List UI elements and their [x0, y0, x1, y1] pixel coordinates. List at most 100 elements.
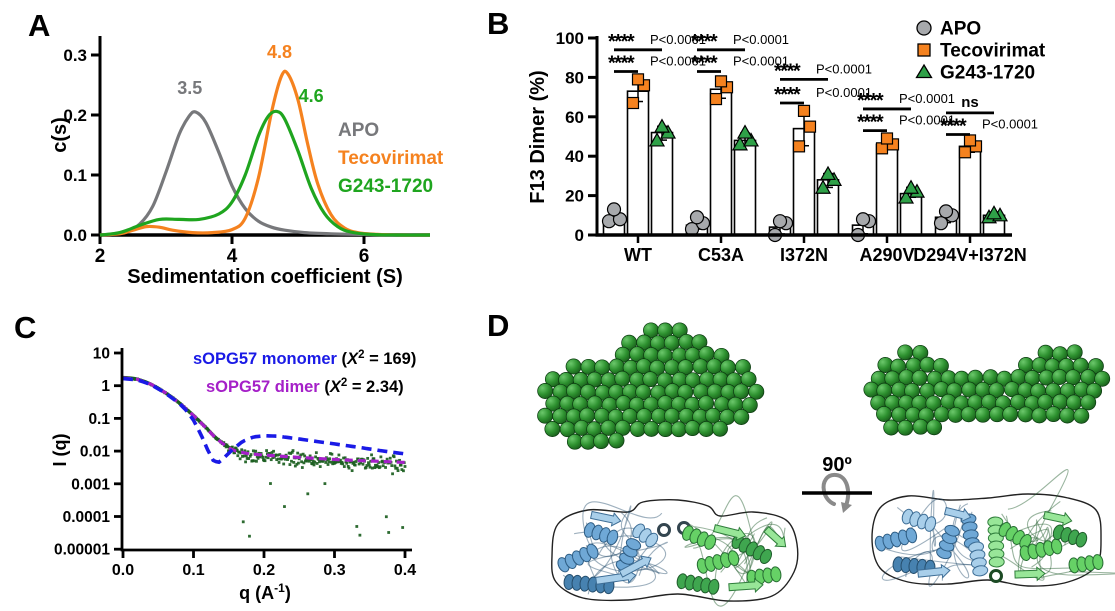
- scatter-point: [277, 461, 281, 464]
- scatter-point: [361, 462, 365, 466]
- beta-strand-arrow: [728, 577, 764, 593]
- helix-coil: [924, 516, 937, 532]
- scatter-point: [381, 459, 384, 463]
- point-circle-APO: [938, 204, 954, 219]
- x-tick-label: 0.3: [323, 562, 345, 579]
- rotation-arrow-loop: [821, 472, 851, 508]
- bar-Tecovirimat-WT: [626, 90, 650, 236]
- sig-p-value: P<0.0001: [899, 91, 955, 106]
- y-tick-label: 10: [93, 346, 110, 363]
- scatter-point: [373, 466, 377, 470]
- x-category-label: D294V+I372N: [913, 245, 1027, 265]
- legend-chi-open: (: [337, 350, 348, 368]
- sig-stars: ****: [857, 112, 884, 134]
- bead: [932, 357, 949, 374]
- scatter-point: [342, 465, 346, 468]
- scatter-point: [390, 464, 394, 467]
- sig-p-value: P<0.0001: [982, 117, 1038, 132]
- bead: [1051, 369, 1068, 385]
- scatter-point: [251, 459, 254, 463]
- y-tick-label: 0.3: [63, 46, 87, 65]
- scatter-point: [293, 464, 297, 468]
- point-triangle-G243-1720: [648, 132, 666, 147]
- panel-b-dimer-bars: B **** P<0.0001 **** P<0.0001 **** P<0.0001 **…: [480, 0, 1115, 300]
- sig-stars: ****: [608, 31, 635, 53]
- y-tick-label: 0.0: [63, 226, 87, 245]
- y-tick-label: 0: [575, 226, 584, 245]
- scatter-point: [305, 459, 309, 463]
- panel-d-label: D: [487, 308, 510, 343]
- legend-name: sOPG57 dimer: [206, 378, 320, 396]
- scatter-point: [265, 449, 268, 452]
- bead: [897, 419, 914, 436]
- scatter-point: [401, 526, 405, 529]
- scatter-point: [327, 460, 331, 464]
- point-triangle-G243-1720: [814, 179, 832, 194]
- scatter-point: [402, 469, 405, 473]
- y-axis-title: I (q): [50, 434, 70, 467]
- f13-dimer-bar-chart: **** P<0.0001**** P<0.0001**** P<0.0001****…: [527, 19, 1046, 266]
- scatter-point: [370, 453, 373, 457]
- point-square-Tecovirimat: [709, 92, 723, 106]
- scatter-point: [364, 466, 368, 469]
- scatter-point: [302, 461, 306, 465]
- scatter-point: [328, 457, 331, 461]
- y-tick-label: 0.1: [88, 411, 110, 428]
- beta-strand-arrow: [590, 510, 622, 527]
- helix-coil: [905, 527, 918, 544]
- point-circle-APO: [606, 202, 622, 217]
- scatter-point: [272, 449, 275, 453]
- scatter-point: [331, 462, 335, 466]
- beta-strand-arrow: [917, 563, 951, 579]
- scatter-point: [384, 515, 388, 519]
- x-category-label: A290V: [859, 245, 914, 265]
- scatter-point: [283, 457, 287, 461]
- scatter-point: [269, 458, 273, 462]
- scatter-point: [261, 456, 265, 459]
- scatter-point: [329, 460, 333, 464]
- scatter-point: [238, 457, 242, 461]
- beta-strand-arrow: [1042, 511, 1073, 527]
- curve-APO: [99, 110, 431, 237]
- legend-label-Tecovirimat: Tecovirimat: [338, 148, 444, 169]
- peak-label-APO: 3.5: [177, 78, 202, 98]
- scatter-point: [237, 450, 241, 454]
- bead: [1045, 406, 1062, 423]
- x-tick-label: 0.2: [253, 562, 275, 579]
- scatter-point: [239, 451, 243, 455]
- loop-squiggle: [998, 510, 1052, 543]
- peak-label-Tecovirimat: 4.8: [267, 42, 292, 62]
- beta-strand-arrow: [713, 524, 747, 542]
- bead: [684, 420, 701, 437]
- scatter-point: [393, 464, 397, 468]
- legend-label-APO: APO: [940, 19, 981, 40]
- sig-p-value: P<0.0001: [733, 53, 789, 68]
- point-square-Tecovirimat: [714, 75, 728, 88]
- sig-stars: ****: [608, 52, 635, 74]
- rotation-arrowhead: [841, 502, 852, 513]
- scatter-point: [270, 451, 274, 454]
- y-tick-label: 60: [565, 108, 584, 127]
- x-category-label: I372N: [780, 245, 828, 265]
- legend-chi-val: = 169): [364, 350, 416, 368]
- helix: [696, 550, 740, 574]
- point-triangle-G243-1720: [736, 124, 754, 139]
- x-tick-label: 4: [227, 246, 238, 267]
- scatter-point: [304, 459, 307, 463]
- x-axis-title: q (A-1): [239, 581, 291, 603]
- x-axis-title: Sedimentation coefficient (S): [127, 266, 403, 288]
- bead: [919, 356, 936, 373]
- scatter-point: [347, 466, 351, 470]
- y-axis-title: c(s): [49, 117, 71, 153]
- scatter-point: [324, 461, 328, 464]
- helix: [998, 522, 1032, 549]
- bead: [912, 344, 929, 361]
- scatter-point: [378, 465, 382, 469]
- scatter-point: [339, 458, 342, 462]
- sig-p-value: P<0.0001: [816, 85, 872, 100]
- y-tick-label: 0.0001: [63, 509, 111, 526]
- scatter-point: [374, 465, 378, 469]
- scatter-point: [314, 455, 317, 459]
